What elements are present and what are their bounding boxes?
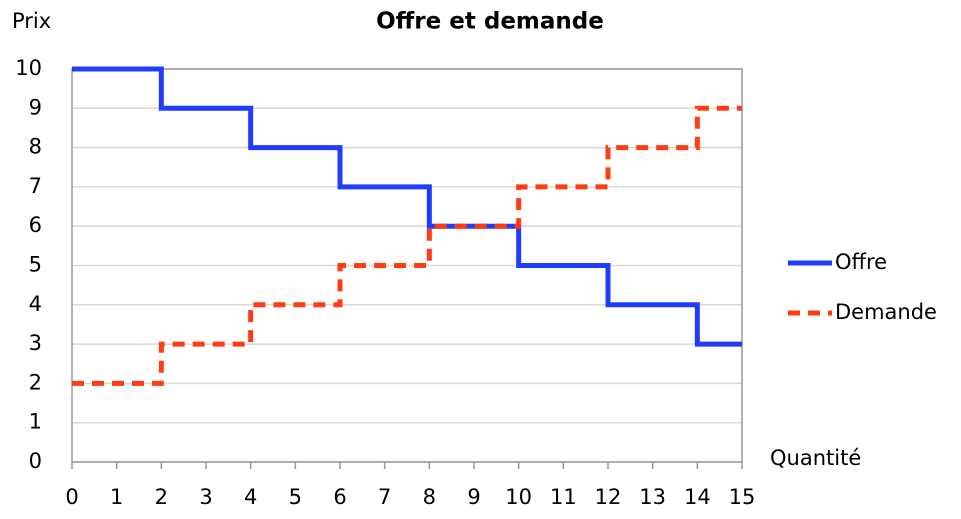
x-tick-label: 1	[110, 485, 123, 509]
y-tick-label: 8	[29, 135, 42, 159]
x-tick-label: 12	[595, 485, 622, 509]
legend-label: Offre	[835, 250, 887, 274]
x-tick-label: 6	[333, 485, 346, 509]
x-tick-label: 15	[729, 485, 756, 509]
x-tick-label: 2	[155, 485, 168, 509]
y-tick-label: 3	[29, 331, 42, 355]
chart-title: Offre et demande	[376, 9, 604, 35]
y-tick-label: 4	[29, 292, 42, 316]
series-line	[72, 105, 742, 386]
x-tick-label: 3	[199, 485, 212, 509]
x-tick-label: 10	[505, 485, 532, 509]
x-axis-label: Quantité	[770, 446, 861, 470]
x-tick-label: 11	[550, 485, 577, 509]
legend-label: Demande	[835, 300, 937, 324]
y-tick-label: 10	[15, 56, 42, 80]
y-axis-label: Prix	[12, 9, 51, 33]
x-tick-label: 7	[378, 485, 391, 509]
y-tick-label: 5	[29, 253, 42, 277]
y-tick-label: 1	[29, 410, 42, 434]
x-tick-label: 13	[639, 485, 666, 509]
y-tick-label: 9	[29, 95, 42, 119]
plot-border	[71, 68, 743, 463]
x-tick-label: 8	[423, 485, 436, 509]
y-tick-label: 0	[29, 449, 42, 473]
y-tick-label: 6	[29, 213, 42, 237]
x-tick-label: 9	[467, 485, 480, 509]
y-tick-label: 2	[29, 370, 42, 394]
x-tick-label: 14	[684, 485, 711, 509]
x-tick-label: 4	[244, 485, 257, 509]
x-tick-label: 5	[289, 485, 302, 509]
y-tick-label: 7	[29, 174, 42, 198]
x-tick-label: 0	[65, 485, 78, 509]
series-line	[72, 66, 742, 347]
